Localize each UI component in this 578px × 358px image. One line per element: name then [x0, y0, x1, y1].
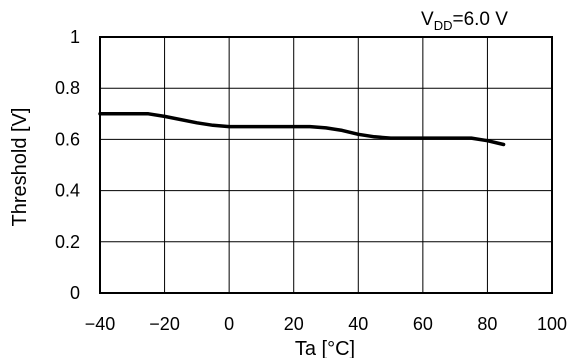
y-axis-label: Threshold [V]: [9, 108, 31, 227]
series-line: [98, 112, 506, 147]
condition-annotation: VDD=6.0 V: [421, 9, 508, 33]
x-tick-label: 60: [413, 314, 433, 334]
y-tick-label: 1: [70, 27, 80, 47]
x-tick-label: 80: [477, 314, 497, 334]
condition-subscript: DD: [434, 18, 453, 33]
x-tick-label: 0: [224, 314, 234, 334]
y-tick-label: 0.8: [55, 78, 80, 98]
series-layer: [98, 112, 506, 147]
x-tick-label: 40: [348, 314, 368, 334]
condition-value: =6.0 V: [452, 9, 508, 30]
y-tick-labels: 0 0.2 0.4 0.6 0.8 1: [55, 27, 80, 303]
x-tick-label: 20: [284, 314, 304, 334]
plot-frame: [99, 36, 553, 294]
x-tick-label: −20: [149, 314, 180, 334]
x-tick-labels: −40 −20 0 20 40 60 80 100: [85, 314, 567, 334]
y-tick-label: 0.4: [55, 181, 80, 201]
x-axis-label: Ta [°C]: [295, 338, 355, 358]
condition-main: V: [421, 9, 434, 30]
grid-lines: [100, 37, 552, 293]
y-tick-label: 0.2: [55, 232, 80, 252]
x-tick-label: −40: [85, 314, 116, 334]
y-tick-label: 0.6: [55, 129, 80, 149]
y-tick-label: 0: [70, 283, 80, 303]
x-tick-label: 100: [537, 314, 567, 334]
